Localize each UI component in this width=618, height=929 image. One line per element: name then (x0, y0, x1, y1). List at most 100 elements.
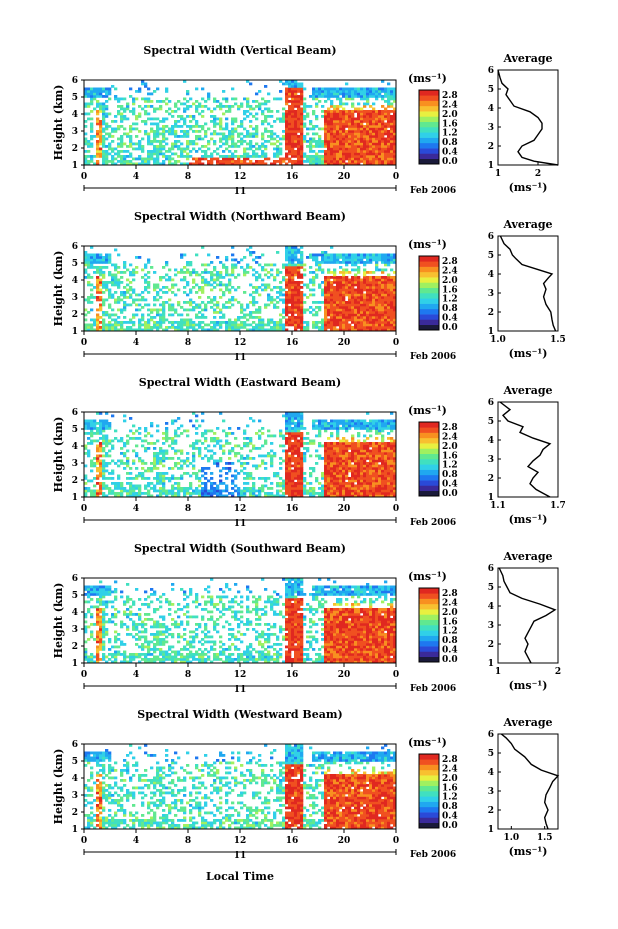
heatmap-cell (336, 296, 340, 299)
colorbar-segment (419, 261, 439, 267)
heatmap-cell (255, 326, 259, 329)
heatmap-cell (333, 256, 337, 259)
heatmap-cell (201, 474, 205, 478)
heatmap-cell (348, 127, 352, 131)
heatmap-cell (384, 293, 388, 297)
heatmap-cell (279, 484, 283, 488)
heatmap-cell (345, 155, 349, 158)
heatmap-cell (192, 308, 196, 312)
heatmap-cell (177, 155, 181, 158)
heatmap-cell (381, 115, 385, 118)
heatmap-cell (384, 125, 388, 128)
heatmap-cell (210, 115, 214, 118)
colorbar-frame (418, 89, 440, 165)
heatmap-cell (252, 155, 256, 158)
heatmap-cell (225, 434, 229, 438)
heatmap-cell (204, 429, 208, 433)
heatmap-cell (231, 271, 235, 274)
heatmap-cell (174, 135, 178, 138)
heatmap-cell (369, 130, 373, 133)
heatmap-cell (231, 135, 235, 138)
heatmap-cell (279, 152, 283, 156)
heatmap-cell (126, 150, 130, 153)
heatmap-cell (339, 90, 343, 93)
heatmap-cell (117, 474, 121, 478)
heatmap-cell (213, 130, 217, 133)
heatmap-cell (117, 459, 121, 463)
heatmap-cell (333, 127, 337, 131)
colorbar-tick-label: 0.0 (442, 323, 458, 333)
heatmap-cell (333, 115, 337, 118)
heatmap-cell (96, 422, 100, 425)
heatmap-cell (240, 321, 244, 324)
heatmap-cell (144, 100, 148, 103)
heatmap-cell (147, 467, 151, 470)
heatmap-cell (342, 92, 346, 96)
heatmap-cell (183, 286, 187, 289)
heatmap-cell (198, 492, 202, 495)
heatmap-cell (261, 321, 265, 324)
heatmap-cell (99, 298, 103, 302)
heatmap-cell (393, 291, 397, 294)
heatmap-cell (195, 120, 199, 123)
heatmap-cell (333, 147, 337, 151)
heatmap-cell (138, 293, 142, 297)
heatmap-cell (336, 155, 340, 158)
heatmap-cell (174, 439, 178, 443)
heatmap-cell (159, 326, 163, 329)
heatmap-cell (240, 102, 244, 106)
heatmap-cell (375, 296, 379, 299)
average-y-tick-label: 5 (488, 251, 494, 261)
heatmap-cell (300, 487, 304, 490)
heatmap-cell (345, 110, 349, 113)
heatmap-cell (366, 132, 370, 136)
heatmap-cell (246, 97, 250, 101)
heatmap-cell (351, 258, 355, 262)
heatmap-cell (312, 323, 316, 327)
heatmap-cell (363, 253, 367, 257)
heatmap-cell (225, 326, 229, 329)
heatmap-cell (105, 112, 109, 116)
heatmap-cell (195, 100, 199, 103)
heatmap-cell (387, 102, 391, 106)
heatmap-cell (105, 477, 109, 480)
heatmap-cell (264, 286, 268, 289)
heatmap-cell (108, 306, 112, 309)
heatmap-cell (381, 140, 385, 143)
heatmap-cell (303, 263, 307, 267)
heatmap-cell (300, 301, 304, 304)
heatmap-cell (294, 464, 298, 468)
heatmap-cell (321, 251, 325, 254)
heatmap-cell (354, 157, 358, 161)
heatmap-cell (339, 303, 343, 307)
heatmap-cell (102, 494, 106, 498)
heatmap-cell (378, 311, 382, 314)
heatmap-cell (369, 328, 373, 332)
heatmap-cell (372, 291, 376, 294)
heatmap-cell (246, 152, 250, 156)
heatmap-cell (282, 157, 286, 161)
heatmap-cell (378, 253, 382, 257)
heatmap-cell (342, 152, 346, 156)
heatmap-cell (105, 462, 109, 465)
heatmap-cell (297, 276, 301, 279)
heatmap-cell (111, 276, 115, 279)
heatmap-cell (219, 459, 223, 463)
y-tick-label: 1 (72, 327, 78, 337)
heatmap-cell (282, 492, 286, 495)
heatmap-cell (321, 115, 325, 118)
heatmap-cell (372, 102, 376, 106)
heatmap-cell (270, 296, 274, 299)
heatmap-cell (270, 298, 274, 302)
heatmap-cell (120, 115, 124, 118)
heatmap-cell (156, 457, 160, 460)
heatmap-cell (120, 112, 124, 116)
heatmap-cell (369, 87, 373, 91)
heatmap-cell (321, 258, 325, 262)
heatmap-cell (339, 276, 343, 279)
heatmap-cell (297, 482, 301, 485)
heatmap-cell (105, 311, 109, 314)
heatmap-cell (192, 457, 196, 460)
heatmap-cell (327, 132, 331, 136)
heatmap-cell (315, 132, 319, 136)
